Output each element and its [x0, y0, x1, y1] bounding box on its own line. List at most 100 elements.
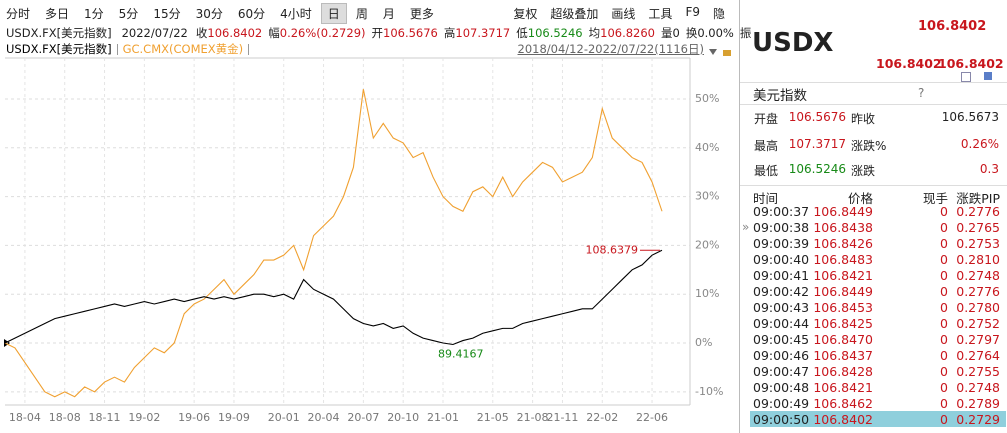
tick-cell: 0: [940, 204, 948, 219]
tick-cell: 106.8402: [813, 412, 873, 427]
date-range: 2018/04/12-2022/07/22(1116日): [517, 42, 704, 56]
tick-cell: 0: [940, 268, 948, 283]
ask: 106.8402: [938, 56, 1004, 71]
tab[interactable]: 15分: [153, 6, 181, 21]
tab[interactable]: 日: [320, 2, 347, 24]
tab[interactable]: 5分: [118, 6, 139, 21]
tab[interactable]: 4小时: [280, 6, 312, 21]
x-tick-label: 20-01: [268, 411, 300, 424]
expand[interactable]: »: [742, 220, 750, 234]
tick-cell: 0.2748: [956, 268, 1000, 283]
quote-value: 106.8402: [207, 26, 263, 40]
name: 美元指数: [753, 88, 807, 104]
tick-cell: 0: [940, 332, 948, 347]
quote-value: 0.26%(0.2729): [279, 26, 366, 40]
min-annotation: 89.4167: [438, 347, 484, 360]
tick-cell: 0: [940, 236, 948, 251]
stat-value: 0.3: [979, 162, 999, 176]
quote-item: 低106.5246: [516, 25, 582, 41]
tab[interactable]: 月: [382, 6, 395, 21]
icon[interactable]: [961, 72, 971, 82]
tab[interactable]: 多日: [45, 6, 70, 21]
tick-cell: 0.2755: [956, 364, 1000, 379]
x-tick-label: 21-08: [517, 411, 549, 424]
tool-button[interactable]: F9: [685, 4, 700, 19]
stat-value: 0.26%: [960, 137, 999, 151]
tool-button[interactable]: 画线: [611, 6, 636, 21]
quote-item: 高107.3717: [444, 25, 510, 41]
help[interactable]: ?: [918, 86, 925, 100]
tick-cell: 09:00:50: [753, 412, 810, 427]
separator: [248, 43, 250, 55]
tick-cell: 106.8449: [813, 204, 873, 219]
dropdown-icon[interactable]: [709, 49, 717, 55]
tick-cell: 0.2797: [956, 332, 1000, 347]
tab[interactable]: 分时: [6, 6, 31, 21]
legend-entry[interactable]: USDX.FX[美元指数]: [6, 42, 112, 56]
quote-label: 低: [516, 26, 528, 40]
bid: 106.8402: [876, 56, 942, 71]
quote-value: 106.8260: [600, 26, 655, 40]
legend-entry[interactable]: GC.CMX(COMEX黄金): [122, 42, 244, 56]
quote-label: 高: [443, 26, 456, 40]
tick-cell: 09:00:38: [753, 220, 810, 235]
tick-cell: 0.2729: [956, 412, 1000, 427]
tick-cell: 106.8462: [813, 396, 873, 411]
tick-cell: 0: [940, 380, 948, 395]
divider: [740, 185, 1007, 186]
y-tick-label: -10%: [695, 385, 723, 398]
stat-label: 开盘: [754, 112, 779, 126]
quote-label: 开: [371, 26, 384, 40]
quote-value: 0.00%: [697, 26, 734, 40]
tick-cell: 0.2753: [956, 236, 1000, 251]
tick-cell: 106.8470: [813, 332, 873, 347]
tool-button[interactable]: 工具: [648, 6, 673, 21]
x-tick-label: 18-11: [89, 411, 121, 424]
column-header: 现手: [922, 191, 948, 206]
tick-cell: 0.2776: [956, 204, 1000, 219]
toolbar-right: 复权 超级叠加 画线 工具 F9 隐: [503, 5, 728, 22]
tick-cell: 09:00:37: [753, 204, 810, 219]
price: 106.8402: [918, 19, 987, 34]
tick-cell: 0.2748: [956, 380, 1000, 395]
quote-item: 换0.00%: [686, 25, 734, 41]
row-highlight: [750, 411, 1006, 427]
tab[interactable]: 更多: [409, 6, 434, 21]
stat-label: 昨收: [851, 112, 876, 126]
x-tick-label: 20-10: [387, 411, 419, 424]
tick-cell: 0.2765: [956, 220, 1000, 235]
y-tick-label: 50%: [695, 92, 719, 105]
tick-cell: 09:00:49: [753, 396, 810, 411]
tick-cell: 0.2752: [956, 316, 1000, 331]
tab[interactable]: 周: [355, 6, 368, 21]
tool-button[interactable]: 隐: [712, 6, 725, 21]
quote-item: 量0: [661, 25, 680, 41]
code: USDX: [752, 28, 834, 58]
stat-value: 107.3717: [788, 137, 846, 151]
tool-button[interactable]: 复权: [513, 6, 538, 21]
x-tick-label: 20-04: [308, 411, 340, 424]
tab[interactable]: 30分: [195, 6, 223, 21]
x-tick-label: 22-02: [586, 411, 618, 424]
tab[interactable]: 60分: [237, 6, 266, 21]
tab[interactable]: 1分: [84, 6, 104, 21]
tick-cell: 0: [940, 316, 948, 331]
column-header: 时间: [753, 191, 779, 206]
tick-cell: 106.8483: [813, 252, 873, 267]
x-tick-label: 20-07: [347, 411, 379, 424]
chart: -10% 0% 10% 20% 30% 40% 50% 18-04 18-08 18-11 19-0…: [4, 49, 731, 424]
column-header: 价格: [847, 191, 873, 206]
lock-icon[interactable]: [723, 50, 731, 56]
y-tick-label: 10%: [695, 287, 719, 300]
stat-label: 涨跌: [851, 164, 876, 178]
tick-cell: 0: [940, 396, 948, 411]
stat-label: 涨跌%: [851, 139, 887, 153]
x-tick-label: 21-01: [427, 411, 459, 424]
x-tick-label: 19-02: [128, 411, 160, 424]
stat-label: 最高: [754, 139, 779, 153]
stat-value: 106.5246: [788, 162, 846, 176]
divider: [740, 82, 1007, 83]
tick-cell: 106.8438: [813, 220, 873, 235]
tool-button[interactable]: 超级叠加: [550, 6, 599, 21]
icon[interactable]: [984, 72, 992, 80]
